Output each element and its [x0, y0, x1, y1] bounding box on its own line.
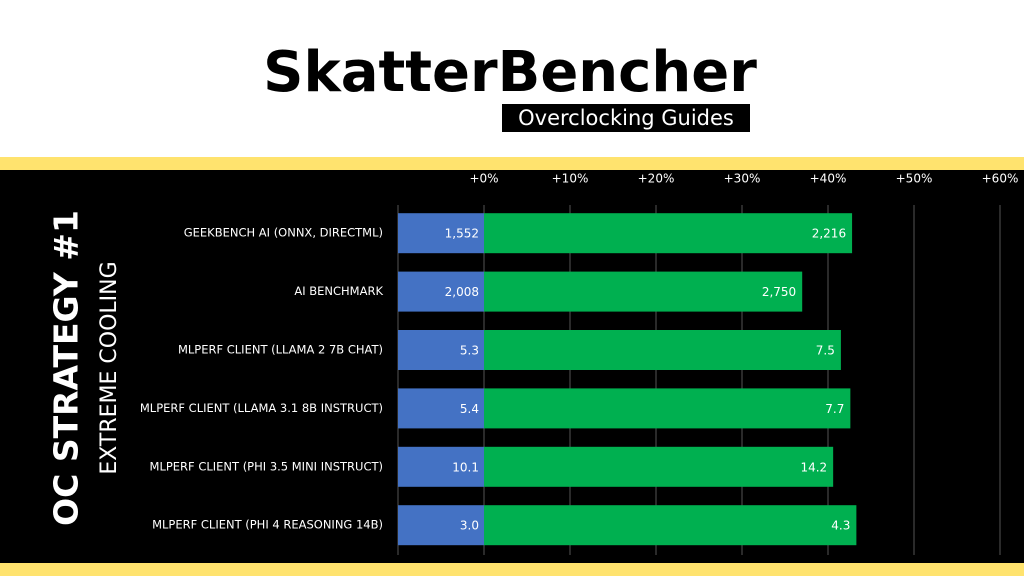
x-tick-label: +40% — [810, 172, 847, 186]
category-label: MLPERF CLIENT (LLAMA 3.1 8B INSTRUCT) — [140, 401, 383, 415]
result-label: 7.5 — [816, 344, 835, 358]
baseline-label: 10.1 — [452, 460, 479, 474]
x-tick-label: +0% — [469, 172, 498, 186]
category-label: MLPERF CLIENT (PHI 4 REASONING 14B) — [152, 518, 383, 532]
side-subtitle: EXTREME COOLING — [97, 261, 122, 474]
result-label: 2,216 — [812, 227, 846, 241]
gain-bar — [484, 446, 834, 487]
gain-bar — [484, 330, 841, 370]
baseline-bar — [398, 271, 484, 312]
result-label: 4.3 — [831, 519, 850, 533]
top-band — [0, 157, 1024, 170]
category-label: MLPERF CLIENT (PHI 3.5 MINI INSTRUCT) — [150, 459, 383, 473]
baseline-label: 5.4 — [460, 402, 479, 416]
category-label: AI BENCHMARK — [294, 284, 383, 298]
baseline-label: 2,008 — [445, 285, 479, 299]
baseline-label: 3.0 — [460, 519, 479, 533]
baseline-bar — [398, 213, 484, 254]
result-label: 2,750 — [762, 285, 796, 299]
x-tick-label: +20% — [638, 172, 675, 186]
category-label: MLPERF CLIENT (LLAMA 2 7B CHAT) — [178, 343, 383, 357]
category-label: GEEKBENCH AI (ONNX, DIRECTML) — [184, 226, 383, 240]
baseline-label: 5.3 — [460, 344, 479, 358]
side-title: OC STRATEGY #1 — [47, 210, 86, 526]
subtitle-box — [502, 104, 750, 132]
gain-bar — [484, 388, 851, 429]
x-tick-label: +50% — [896, 172, 933, 186]
gain-bar — [484, 213, 853, 254]
baseline-bar — [398, 330, 484, 370]
x-tick-label: +30% — [724, 172, 761, 186]
result-label: 14.2 — [800, 460, 827, 474]
bottom-band — [0, 563, 1024, 576]
x-tick-label: +10% — [552, 172, 589, 186]
gain-bar — [484, 271, 803, 312]
baseline-bar — [398, 446, 484, 487]
x-tick-label: +60% — [982, 172, 1019, 186]
baseline-bar — [398, 388, 484, 429]
gain-bar — [484, 505, 857, 546]
baseline-label: 1,552 — [445, 227, 479, 241]
title: SkatterBencher — [263, 40, 757, 105]
subtitle: Overclocking Guides — [518, 106, 734, 130]
result-label: 7.7 — [825, 402, 844, 416]
baseline-bar — [398, 505, 484, 546]
